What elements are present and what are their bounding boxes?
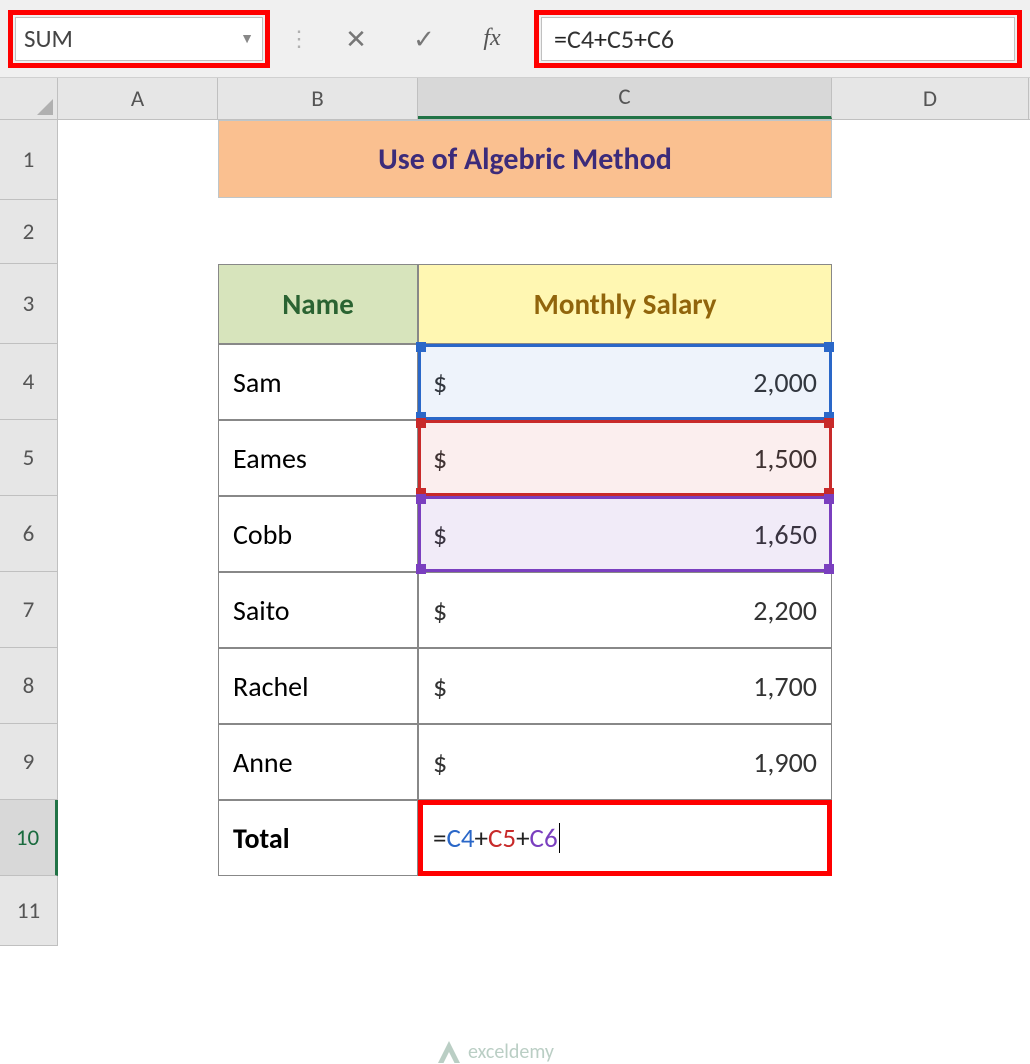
data-table: Name Monthly Salary Sam $2,000 Eames $1,… <box>218 264 832 876</box>
salary-amount: 1,700 <box>753 669 817 704</box>
formula-plus1: + <box>594 23 607 55</box>
formula-ref3: C6 <box>647 23 674 55</box>
name-box[interactable]: SUM ▼ <box>15 17 263 61</box>
formula-input-highlight: =C4+C5+C6 <box>534 10 1022 68</box>
row-header-8[interactable]: 8 <box>0 648 58 724</box>
formula-ref1: C4 <box>446 822 474 855</box>
currency-symbol: $ <box>433 441 447 476</box>
watermark-logo-icon <box>438 1041 460 1063</box>
total-formula-cell[interactable]: =C4+C5+C6 <box>418 800 832 876</box>
watermark: exceldemy <box>438 1040 554 1064</box>
column-headers: A B C D <box>0 78 1030 120</box>
table-row: Eames $1,500 <box>218 420 832 496</box>
cell-name[interactable]: Cobb <box>218 496 418 572</box>
cell-salary[interactable]: $1,700 <box>418 648 832 724</box>
table-row: Saito $2,200 <box>218 572 832 648</box>
formula-plus2: + <box>634 23 647 55</box>
col-header-D[interactable]: D <box>832 78 1029 119</box>
cell-name[interactable]: Eames <box>218 420 418 496</box>
table-header-row: Name Monthly Salary <box>218 264 832 344</box>
row-header-7[interactable]: 7 <box>0 572 58 648</box>
row-header-9[interactable]: 9 <box>0 724 58 800</box>
header-salary: Monthly Salary <box>418 264 832 344</box>
currency-symbol: $ <box>433 517 447 552</box>
formula-plus: + <box>475 822 488 855</box>
salary-amount: 2,200 <box>753 593 817 628</box>
table-row: Cobb $1,650 <box>218 496 832 572</box>
col-header-C[interactable]: C <box>418 78 832 119</box>
formula-bar: SUM ▼ ⋮ ✕ ✓ fx =C4+C5+C6 <box>0 0 1030 78</box>
text-cursor <box>559 823 560 853</box>
row-header-3[interactable]: 3 <box>0 264 58 344</box>
title-banner: Use of Algebric Method <box>218 120 832 198</box>
row-header-5[interactable]: 5 <box>0 420 58 496</box>
cell-salary[interactable]: $1,900 <box>418 724 832 800</box>
header-name: Name <box>218 264 418 344</box>
cell-name[interactable]: Sam <box>218 344 418 420</box>
cells-area[interactable]: Use of Algebric Method Name Monthly Sala… <box>58 120 1030 946</box>
row-header-11[interactable]: 11 <box>0 876 58 946</box>
currency-symbol: $ <box>433 365 447 400</box>
enter-formula-button[interactable]: ✓ <box>394 17 454 61</box>
cancel-formula-button[interactable]: ✕ <box>326 17 386 61</box>
table-row: Rachel $1,700 <box>218 648 832 724</box>
row-header-1[interactable]: 1 <box>0 120 58 200</box>
col-header-B[interactable]: B <box>218 78 418 119</box>
formula-equals: = <box>433 822 446 855</box>
currency-symbol: $ <box>433 669 447 704</box>
cell-name[interactable]: Anne <box>218 724 418 800</box>
formula-equals: = <box>554 23 567 55</box>
currency-symbol: $ <box>433 593 447 628</box>
watermark-text: exceldemy <box>468 1040 554 1064</box>
name-box-highlight: SUM ▼ <box>8 10 270 68</box>
salary-amount: 1,500 <box>753 441 817 476</box>
spreadsheet-grid: A B C D 1 2 3 4 5 6 7 8 9 10 11 Use of A… <box>0 78 1030 946</box>
table-row: Sam $2,000 <box>218 344 832 420</box>
row-header-4[interactable]: 4 <box>0 344 58 420</box>
cell-name[interactable]: Saito <box>218 572 418 648</box>
formula-ref2: C5 <box>488 822 516 855</box>
formula-input[interactable]: =C4+C5+C6 <box>541 17 1015 61</box>
salary-amount: 1,900 <box>753 745 817 780</box>
row-header-2[interactable]: 2 <box>0 200 58 264</box>
formula-plus: + <box>516 822 529 855</box>
salary-amount: 2,000 <box>753 365 817 400</box>
row-header-10[interactable]: 10 <box>0 800 58 876</box>
formula-ref3: C6 <box>530 822 558 855</box>
cell-salary[interactable]: $2,000 <box>418 344 832 420</box>
row-header-6[interactable]: 6 <box>0 496 58 572</box>
chevron-down-icon[interactable]: ▼ <box>240 30 254 47</box>
formula-ref2: C5 <box>607 23 634 55</box>
table-total-row: Total =C4+C5+C6 <box>218 800 832 876</box>
cell-salary[interactable]: $1,500 <box>418 420 832 496</box>
total-label[interactable]: Total <box>218 800 418 876</box>
name-box-value: SUM <box>24 23 73 54</box>
cell-salary[interactable]: $1,650 <box>418 496 832 572</box>
cell-name[interactable]: Rachel <box>218 648 418 724</box>
insert-function-button[interactable]: fx <box>462 17 522 61</box>
table-row: Anne $1,900 <box>218 724 832 800</box>
salary-amount: 1,650 <box>753 517 817 552</box>
row-headers: 1 2 3 4 5 6 7 8 9 10 11 <box>0 120 58 946</box>
select-all-corner[interactable] <box>0 78 58 119</box>
cell-salary[interactable]: $2,200 <box>418 572 832 648</box>
divider-icon: ⋮ <box>278 25 318 52</box>
formula-ref1: C4 <box>567 23 594 55</box>
col-header-A[interactable]: A <box>58 78 218 119</box>
currency-symbol: $ <box>433 745 447 780</box>
